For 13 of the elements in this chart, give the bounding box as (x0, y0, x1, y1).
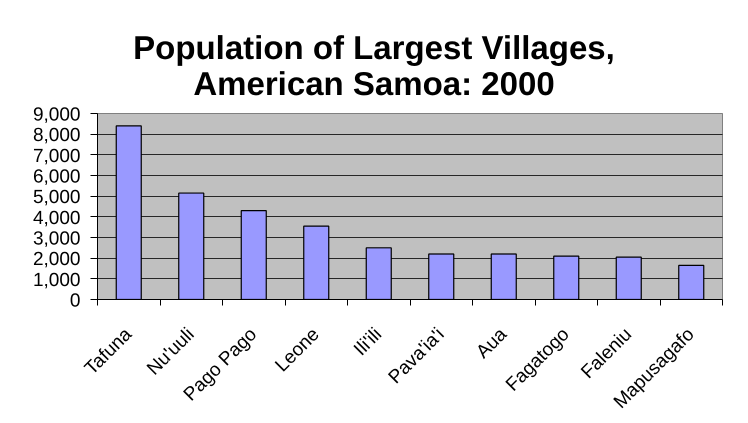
y-tick-label: 1,000 (32, 270, 80, 291)
y-tick-label: 3,000 (32, 228, 80, 250)
y-tick-label: 5,000 (32, 187, 80, 208)
y-tick-label: 8,000 (32, 125, 80, 146)
y-tick-label: 7,000 (32, 146, 80, 167)
y-tick-label: 2,000 (32, 249, 80, 270)
y-tick-label: 9,000 (32, 104, 80, 126)
y-tick-label: 4,000 (32, 208, 80, 229)
x-tick-label: Aua (472, 324, 512, 363)
x-tick-label: Ili'ili (350, 324, 386, 360)
y-tick-label: 0 (70, 290, 81, 312)
y-tick-label: 6,000 (32, 166, 80, 188)
chart-title: Population of Largest Villages, American Samoa: 2000 (133, 29, 615, 103)
